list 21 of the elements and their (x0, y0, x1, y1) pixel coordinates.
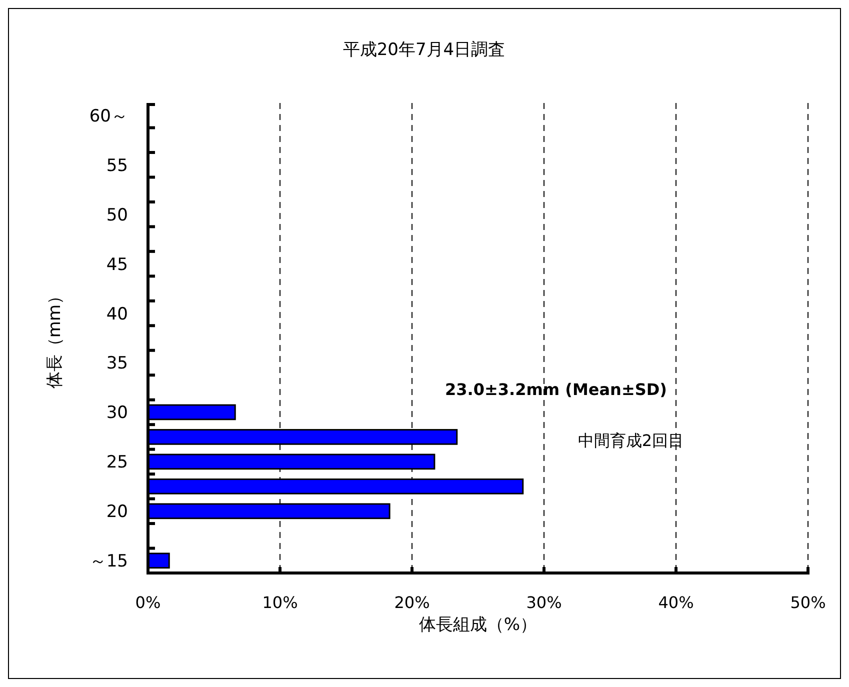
y-tick-label: 60～ (89, 106, 128, 126)
annotation: 中間育成2回目 (578, 431, 684, 450)
chart-title: 平成20年7月4日調査 (342, 40, 506, 60)
y-tick-label: 20 (106, 502, 128, 522)
x-tick-label: 10% (262, 593, 298, 612)
y-tick-label: 30 (106, 403, 128, 424)
y-axis-title: 体長（mm） (45, 287, 65, 389)
x-tick-label: 20% (394, 593, 430, 612)
x-tick-label: 0% (135, 593, 161, 612)
y-tick-label: 35 (106, 354, 128, 374)
y-tick-label: 45 (106, 254, 128, 275)
x-tick-label: 30% (526, 593, 562, 612)
y-tick-label: 25 (106, 452, 128, 473)
y-tick-label: 40 (106, 304, 128, 324)
x-tick-label: 50% (790, 593, 826, 612)
x-axis-title: 体長組成（%） (418, 615, 538, 635)
annotation: 23.0±3.2mm (Mean±SD) (445, 380, 667, 399)
y-tick-label: ～15 (89, 552, 128, 572)
y-tick-label: 50 (106, 205, 128, 226)
x-tick-label: 40% (658, 593, 694, 612)
y-tick-label: 55 (106, 156, 128, 176)
